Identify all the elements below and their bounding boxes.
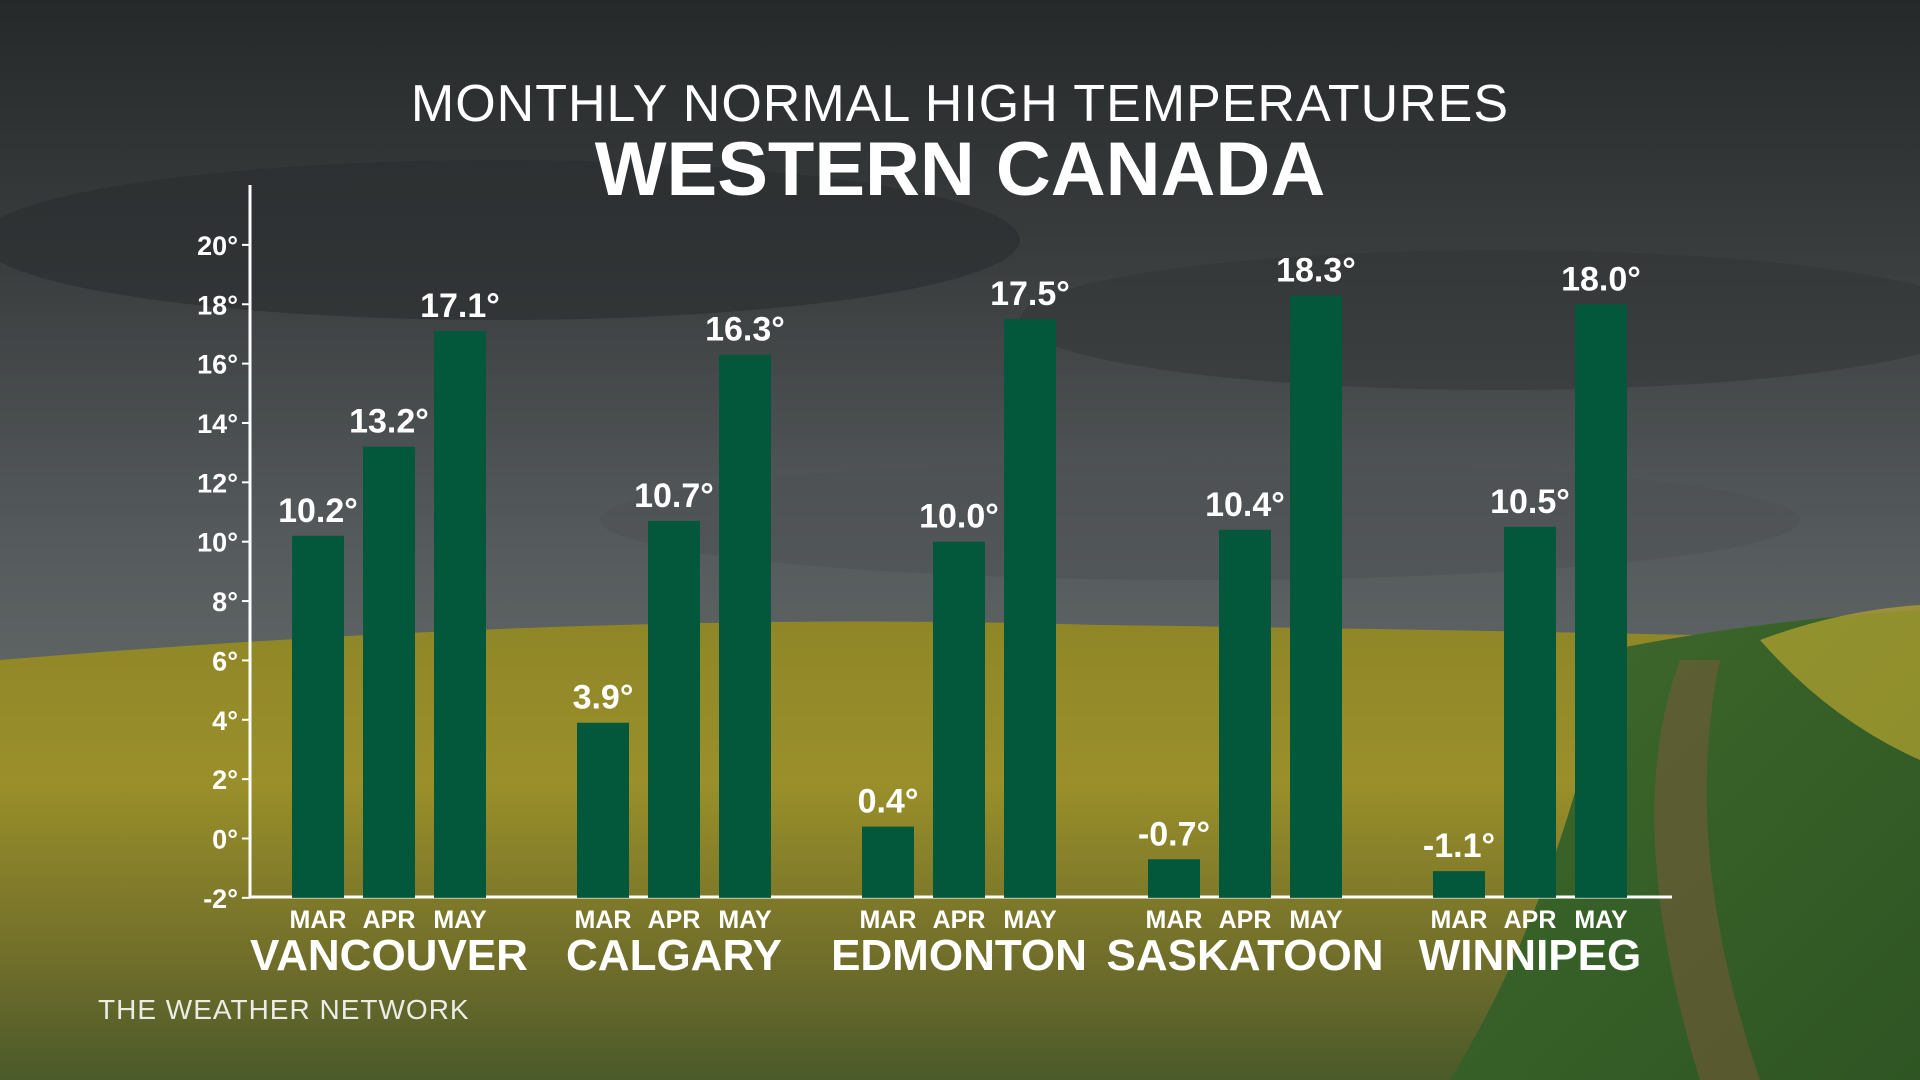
bar-vancouver-mar	[292, 535, 344, 898]
bar-calgary-mar	[577, 722, 629, 898]
bar-saskatoon-apr	[1219, 529, 1271, 898]
x-month-label: MAR	[1146, 906, 1203, 934]
x-month-label: APR	[1219, 906, 1272, 934]
data-label-winnipeg-may: 18.0°	[1561, 260, 1641, 298]
y-tick-label: 4°	[212, 706, 238, 736]
y-tick-label: 0°	[212, 825, 238, 855]
bar-edmonton-apr	[933, 541, 985, 898]
x-category-label-winnipeg: WINNIPEG	[1419, 931, 1641, 980]
x-category-label-vancouver: VANCOUVER	[250, 931, 528, 980]
data-label-winnipeg-apr: 10.5°	[1490, 483, 1570, 521]
x-month-label: MAR	[1431, 906, 1488, 934]
data-label-edmonton-apr: 10.0°	[919, 498, 999, 536]
y-tick-label: -2°	[203, 884, 238, 914]
data-label-saskatoon-apr: 10.4°	[1205, 486, 1285, 524]
y-tick-label: 6°	[212, 646, 238, 676]
data-label-saskatoon-may: 18.3°	[1276, 251, 1356, 289]
x-category-label-calgary: CALGARY	[566, 931, 782, 980]
data-label-edmonton-mar: 0.4°	[858, 783, 919, 821]
bar-vancouver-apr	[363, 446, 415, 898]
data-label-calgary-may: 16.3°	[705, 311, 785, 349]
y-tick-label: 10°	[197, 528, 238, 558]
y-tick-label: 18°	[197, 290, 238, 320]
x-month-label: MAY	[1289, 906, 1343, 934]
brand-logo-text: THE WEATHER NETWORK	[98, 994, 470, 1025]
x-month-label: APR	[648, 906, 701, 934]
bar-saskatoon-mar	[1148, 859, 1200, 898]
y-tick-label: 2°	[212, 765, 238, 795]
data-label-vancouver-mar: 10.2°	[278, 492, 358, 530]
data-label-edmonton-may: 17.5°	[990, 275, 1070, 313]
x-month-label: MAR	[575, 906, 632, 934]
data-label-vancouver-may: 17.1°	[420, 287, 500, 325]
y-tick-label: 16°	[197, 350, 238, 380]
x-month-label: MAY	[433, 906, 487, 934]
data-label-saskatoon-mar: -0.7°	[1138, 815, 1210, 853]
x-month-label: APR	[363, 906, 416, 934]
x-month-label: MAR	[860, 906, 917, 934]
x-month-label: APR	[933, 906, 986, 934]
y-tick-label: 8°	[212, 587, 238, 617]
bar-edmonton-mar	[862, 826, 914, 898]
data-label-vancouver-apr: 13.2°	[349, 403, 429, 441]
bar-calgary-may	[719, 354, 771, 898]
x-month-label: MAY	[718, 906, 772, 934]
data-label-calgary-mar: 3.9°	[573, 679, 634, 717]
y-tick-label: 12°	[197, 468, 238, 498]
x-month-label: MAY	[1003, 906, 1057, 934]
bar-vancouver-may	[434, 330, 486, 898]
data-label-calgary-apr: 10.7°	[634, 477, 714, 515]
x-month-label: APR	[1504, 906, 1557, 934]
y-tick-label: 20°	[197, 231, 238, 261]
bar-winnipeg-apr	[1504, 526, 1556, 898]
chart-title: WESTERN CANADA	[594, 127, 1326, 212]
x-category-label-saskatoon: SASKATOON	[1106, 931, 1383, 980]
x-month-label: MAY	[1574, 906, 1628, 934]
x-category-label-edmonton: EDMONTON	[831, 931, 1087, 980]
y-tick-label: 14°	[197, 409, 238, 439]
bar-winnipeg-mar	[1433, 871, 1485, 898]
x-month-label: MAR	[290, 906, 347, 934]
bar-edmonton-may	[1004, 319, 1056, 898]
bar-calgary-apr	[648, 520, 700, 898]
bar-saskatoon-may	[1290, 295, 1342, 898]
data-label-winnipeg-mar: -1.1°	[1423, 827, 1495, 865]
chart-subtitle: MONTHLY NORMAL HIGH TEMPERATURES	[410, 75, 1510, 133]
bar-winnipeg-may	[1575, 304, 1627, 898]
